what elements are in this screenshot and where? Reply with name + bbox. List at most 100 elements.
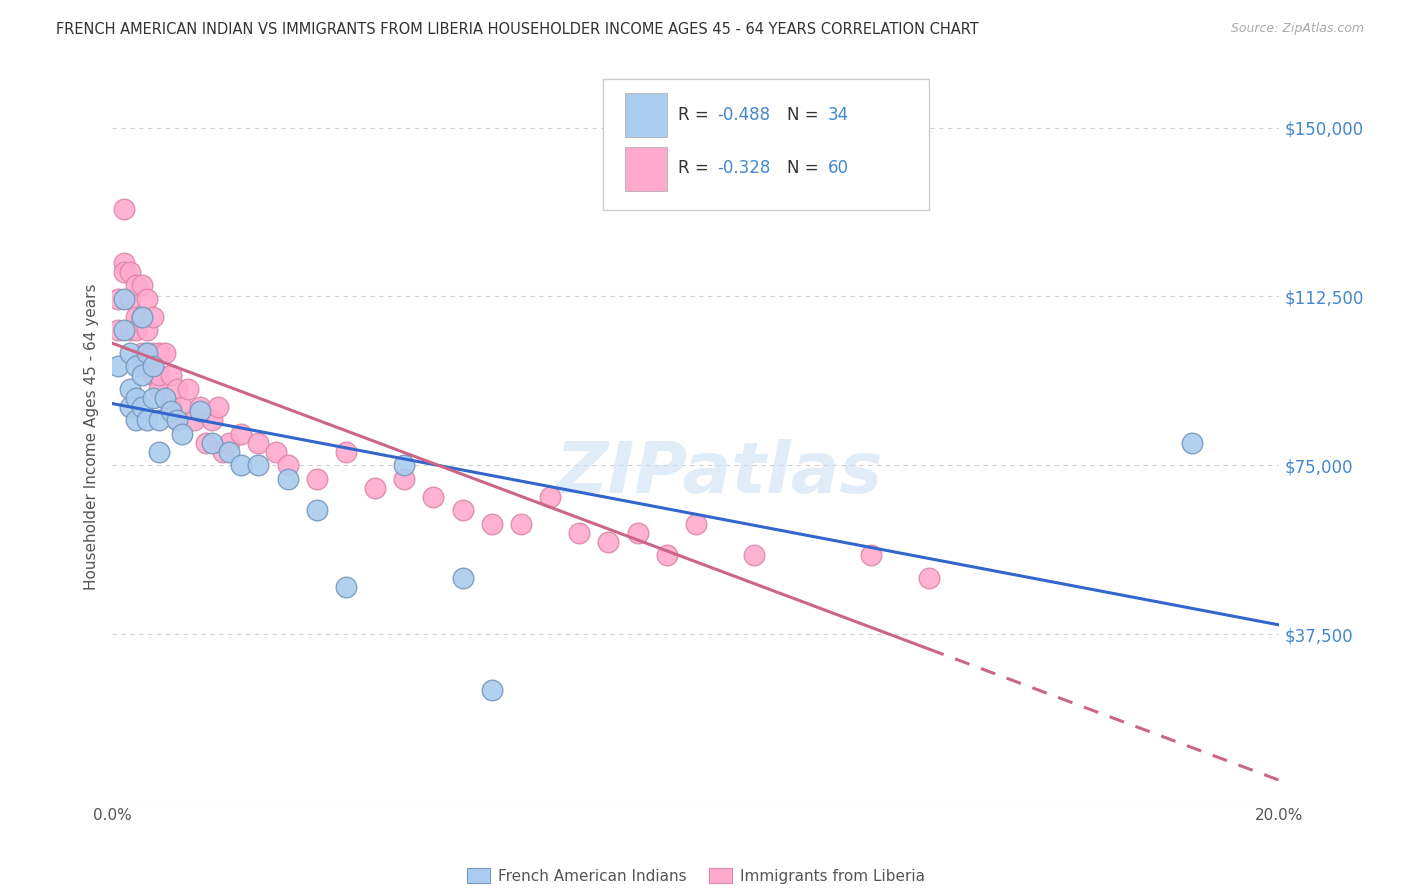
Point bbox=[335, 580, 357, 594]
Point bbox=[118, 345, 141, 359]
Text: N =: N = bbox=[787, 159, 824, 177]
Point bbox=[148, 368, 170, 383]
Point bbox=[305, 472, 328, 486]
Point bbox=[172, 400, 194, 414]
Point bbox=[742, 548, 765, 562]
Point bbox=[172, 426, 194, 441]
Point bbox=[153, 345, 176, 359]
Point bbox=[218, 444, 240, 458]
Point bbox=[136, 323, 159, 337]
Point bbox=[118, 323, 141, 337]
Point bbox=[655, 548, 678, 562]
Text: ZIPatlas: ZIPatlas bbox=[555, 439, 883, 508]
Point bbox=[148, 345, 170, 359]
Point bbox=[422, 490, 444, 504]
Point bbox=[112, 202, 135, 216]
Point bbox=[153, 391, 176, 405]
Point bbox=[112, 323, 135, 337]
FancyBboxPatch shape bbox=[603, 78, 929, 211]
Point bbox=[112, 265, 135, 279]
Point bbox=[118, 292, 141, 306]
Point bbox=[481, 516, 503, 531]
Point bbox=[194, 435, 217, 450]
Point bbox=[131, 345, 153, 359]
Point bbox=[142, 359, 165, 374]
Point bbox=[142, 310, 165, 324]
Point bbox=[177, 382, 200, 396]
Point bbox=[188, 400, 211, 414]
Point bbox=[627, 525, 650, 540]
Point bbox=[188, 404, 211, 418]
Point bbox=[598, 534, 620, 549]
Point bbox=[451, 503, 474, 517]
Point bbox=[247, 458, 270, 473]
Point bbox=[136, 292, 159, 306]
Point bbox=[218, 435, 240, 450]
Point bbox=[142, 368, 165, 383]
Point bbox=[166, 413, 188, 427]
Point bbox=[125, 278, 148, 293]
Point bbox=[160, 404, 183, 418]
Point bbox=[276, 458, 298, 473]
Legend: French American Indians, Immigrants from Liberia: French American Indians, Immigrants from… bbox=[461, 862, 931, 890]
Point bbox=[107, 359, 129, 374]
Point bbox=[160, 368, 183, 383]
Point bbox=[229, 458, 252, 473]
Point bbox=[394, 458, 416, 473]
Point bbox=[118, 382, 141, 396]
Point bbox=[131, 310, 153, 324]
Point bbox=[685, 516, 707, 531]
Point bbox=[131, 368, 153, 383]
Point bbox=[160, 400, 183, 414]
Text: R =: R = bbox=[679, 106, 714, 124]
Text: -0.328: -0.328 bbox=[717, 159, 770, 177]
Point bbox=[148, 382, 170, 396]
Point bbox=[860, 548, 883, 562]
Point bbox=[125, 323, 148, 337]
Point bbox=[264, 444, 287, 458]
Point bbox=[125, 413, 148, 427]
Point bbox=[394, 472, 416, 486]
Point bbox=[207, 400, 229, 414]
Point bbox=[125, 310, 148, 324]
Point bbox=[125, 359, 148, 374]
Point bbox=[201, 413, 224, 427]
Point bbox=[276, 472, 298, 486]
Y-axis label: Householder Income Ages 45 - 64 years: Householder Income Ages 45 - 64 years bbox=[83, 284, 98, 591]
Point bbox=[118, 265, 141, 279]
Point bbox=[166, 382, 188, 396]
Point bbox=[335, 444, 357, 458]
Text: 60: 60 bbox=[828, 159, 849, 177]
FancyBboxPatch shape bbox=[624, 93, 666, 137]
Point bbox=[107, 292, 129, 306]
Point bbox=[148, 413, 170, 427]
Point bbox=[1181, 435, 1204, 450]
Point bbox=[212, 444, 235, 458]
Point bbox=[131, 278, 153, 293]
Point bbox=[148, 444, 170, 458]
Text: N =: N = bbox=[787, 106, 824, 124]
Point bbox=[305, 503, 328, 517]
Point bbox=[118, 400, 141, 414]
Point bbox=[568, 525, 591, 540]
FancyBboxPatch shape bbox=[624, 146, 666, 191]
Point bbox=[451, 571, 474, 585]
Point bbox=[509, 516, 531, 531]
Point bbox=[364, 481, 387, 495]
Point bbox=[247, 435, 270, 450]
Point bbox=[136, 345, 159, 359]
Point bbox=[107, 323, 129, 337]
Point bbox=[201, 435, 224, 450]
Text: FRENCH AMERICAN INDIAN VS IMMIGRANTS FROM LIBERIA HOUSEHOLDER INCOME AGES 45 - 6: FRENCH AMERICAN INDIAN VS IMMIGRANTS FRO… bbox=[56, 22, 979, 37]
Point bbox=[131, 400, 153, 414]
Point bbox=[142, 391, 165, 405]
Point bbox=[142, 345, 165, 359]
Point bbox=[166, 413, 188, 427]
Point bbox=[481, 683, 503, 698]
Point bbox=[125, 391, 148, 405]
Point bbox=[136, 345, 159, 359]
Text: Source: ZipAtlas.com: Source: ZipAtlas.com bbox=[1230, 22, 1364, 36]
Point bbox=[136, 413, 159, 427]
Point bbox=[538, 490, 561, 504]
Point bbox=[229, 426, 252, 441]
